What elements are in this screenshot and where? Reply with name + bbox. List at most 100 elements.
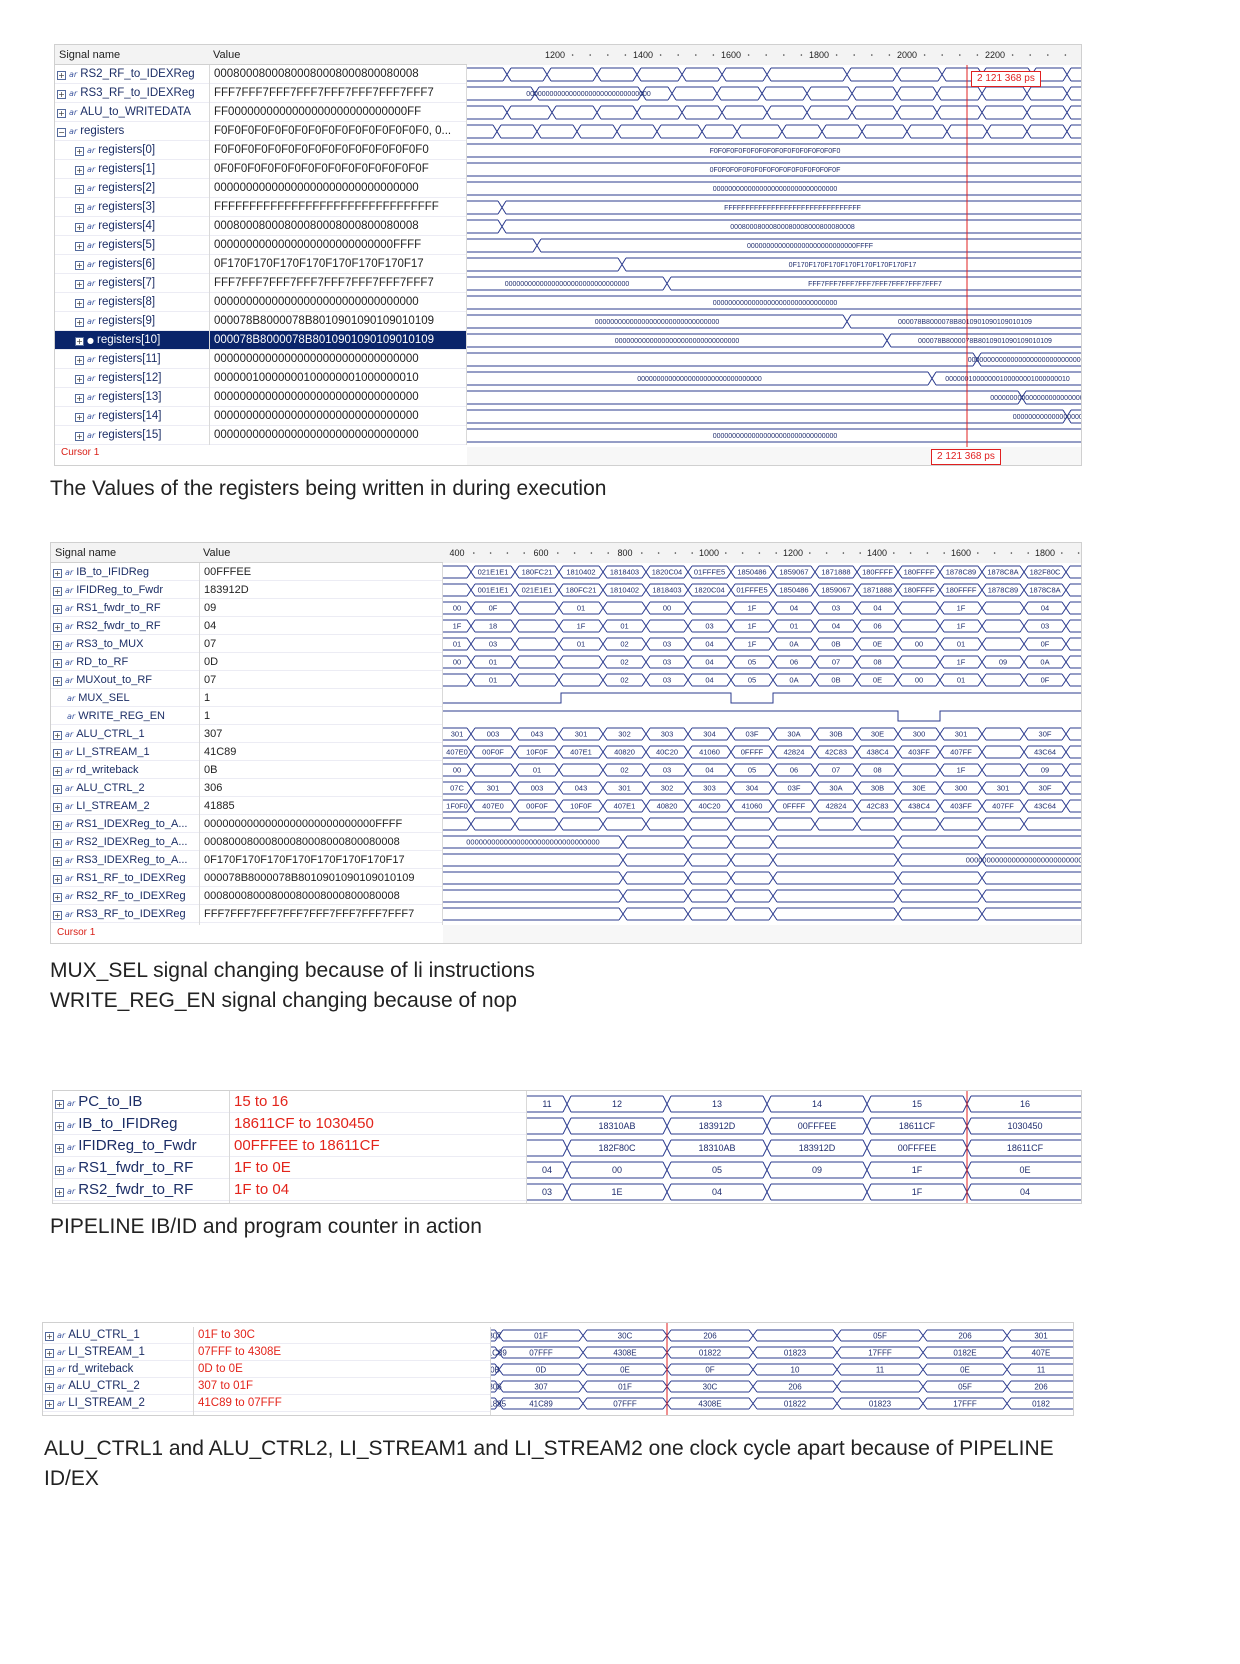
signal-row-li-stream-2[interactable]: + ar LI_STREAM_2: [43, 1395, 193, 1412]
signal-row-muxout-to-rf[interactable]: + ar MUXout_to_RF: [51, 671, 199, 689]
expand-icon[interactable]: +: [53, 911, 62, 920]
waveform-area[interactable]: 307 01F 30C 206 05F 206 301 41C89 07FFF 4308E 0182…: [491, 1323, 1074, 1416]
expand-icon[interactable]: +: [45, 1366, 54, 1375]
expand-icon[interactable]: +: [55, 1166, 64, 1175]
signal-row-registers-10[interactable]: + ● registers[10]: [55, 331, 209, 350]
expand-icon[interactable]: +: [75, 147, 84, 156]
expand-icon[interactable]: +: [55, 1122, 64, 1131]
signal-row-pc-to-ib[interactable]: + ar PC_to_IB: [53, 1091, 229, 1113]
expand-icon[interactable]: +: [75, 337, 84, 346]
waveform-area[interactable]: 400 600 800 1000 1200 1400 1600 1800 021E1E1 180F…: [443, 543, 1082, 944]
signal-row-li-stream-1[interactable]: + ar LI_STREAM_1: [51, 743, 199, 761]
expand-icon[interactable]: +: [75, 261, 84, 270]
expand-icon[interactable]: +: [75, 394, 84, 403]
expand-icon[interactable]: +: [53, 767, 62, 776]
expand-icon[interactable]: +: [75, 413, 84, 422]
signal-row-registers-9[interactable]: + ar registers[9]: [55, 312, 209, 331]
signal-row-rs1-fwdr-to-rf[interactable]: + ar RS1_fwdr_to_RF: [51, 599, 199, 617]
cursor-time-top[interactable]: 2 121 368 ps: [971, 71, 1041, 87]
signal-row-alu-ctrl-1[interactable]: + ar ALU_CTRL_1: [51, 725, 199, 743]
signal-row-rs2-fwdr-to-rf[interactable]: + ar RS2_fwdr_to_RF: [51, 617, 199, 635]
expand-icon[interactable]: +: [75, 356, 84, 365]
expand-icon[interactable]: +: [53, 641, 62, 650]
expand-icon[interactable]: +: [53, 749, 62, 758]
signal-row-registers-3[interactable]: + ar registers[3]: [55, 198, 209, 217]
signal-row-registers-7[interactable]: + ar registers[7]: [55, 274, 209, 293]
expand-icon[interactable]: +: [45, 1383, 54, 1392]
signal-row-registers[interactable]: − ar registers: [55, 122, 209, 141]
signal-row-rd-to-rf[interactable]: + ar RD_to_RF: [51, 653, 199, 671]
signal-row-rs1-idexreg-to-a[interactable]: + ar RS1_IDEXReg_to_A...: [51, 815, 199, 833]
signal-row-ifidreg-to-fwdr[interactable]: + ar IFIDReg_to_Fwdr: [51, 581, 199, 599]
expand-icon[interactable]: +: [53, 821, 62, 830]
expand-icon[interactable]: +: [53, 623, 62, 632]
expand-icon[interactable]: +: [57, 71, 66, 80]
signal-row-rd-writeback[interactable]: + ar rd_writeback: [51, 761, 199, 779]
signal-row-registers-14[interactable]: + ar registers[14]: [55, 407, 209, 426]
signal-row-registers-1[interactable]: + ar registers[1]: [55, 160, 209, 179]
expand-icon[interactable]: +: [75, 242, 84, 251]
signal-row-alu-ctrl-2[interactable]: + ar ALU_CTRL_2: [43, 1378, 193, 1395]
signal-row-registers-13[interactable]: + ar registers[13]: [55, 388, 209, 407]
collapse-icon[interactable]: −: [57, 128, 66, 137]
signal-row-ifidreg-to-fwdr[interactable]: + ar IFIDReg_to_Fwdr: [53, 1135, 229, 1157]
signal-row-registers-5[interactable]: + ar registers[5]: [55, 236, 209, 255]
expand-icon[interactable]: +: [55, 1100, 64, 1109]
signal-row-ib-to-ifidreg[interactable]: + ar IB_to_IFIDReg: [53, 1113, 229, 1135]
signal-row-rs2-idexreg-to-a[interactable]: + ar RS2_IDEXReg_to_A...: [51, 833, 199, 851]
expand-icon[interactable]: +: [57, 109, 66, 118]
signal-row-rs1-rf-to-idexreg[interactable]: + ar RS1_RF_to_IDEXReg: [51, 869, 199, 887]
signal-row-alu-ctrl-1[interactable]: + ar ALU_CTRL_1: [43, 1327, 193, 1344]
signal-row-rs3-rf-to-idexreg[interactable]: + ar RS3_RF_to_IDEXReg: [51, 905, 199, 923]
signal-row-alu-to-writedata[interactable]: + ar ALU_to_WRITEDATA: [55, 103, 209, 122]
expand-icon[interactable]: +: [53, 587, 62, 596]
signal-row-registers-12[interactable]: + ar registers[12]: [55, 369, 209, 388]
signal-row-registers-11[interactable]: + ar registers[11]: [55, 350, 209, 369]
signal-row-mux-sel[interactable]: ar MUX_SEL: [51, 689, 199, 707]
signal-row-rs2-fwdr-to-rf[interactable]: + ar RS2_fwdr_to_RF: [53, 1179, 229, 1201]
signal-row-li-stream-1[interactable]: + ar LI_STREAM_1: [43, 1344, 193, 1361]
signal-row-alu-ctrl-2[interactable]: + ar ALU_CTRL_2: [51, 779, 199, 797]
expand-icon[interactable]: +: [53, 785, 62, 794]
expand-icon[interactable]: +: [75, 166, 84, 175]
signal-row-li-stream-2[interactable]: + ar LI_STREAM_2: [51, 797, 199, 815]
signal-row-registers-0[interactable]: + ar registers[0]: [55, 141, 209, 160]
expand-icon[interactable]: +: [75, 223, 84, 232]
signal-row-rs2-rf-to-idexreg[interactable]: + ar RS2_RF_to_IDEXReg: [55, 65, 209, 84]
waveform-canvas[interactable]: 1200 1400 1600 1800 2000 2200 0000000000000000…: [467, 45, 1082, 466]
expand-icon[interactable]: +: [57, 90, 66, 99]
expand-icon[interactable]: +: [53, 605, 62, 614]
signal-row-write-reg-en[interactable]: ar WRITE_REG_EN: [51, 707, 199, 725]
expand-icon[interactable]: +: [53, 875, 62, 884]
expand-icon[interactable]: +: [45, 1332, 54, 1341]
expand-icon[interactable]: +: [45, 1400, 54, 1409]
signal-row-rd-writeback[interactable]: + ar rd_writeback: [43, 1361, 193, 1378]
signal-row-rs3-rf-to-idexreg[interactable]: + ar RS3_RF_to_IDEXReg: [55, 84, 209, 103]
expand-icon[interactable]: +: [75, 318, 84, 327]
expand-icon[interactable]: +: [53, 839, 62, 848]
expand-icon[interactable]: +: [75, 375, 84, 384]
signal-row-rs1-fwdr-to-rf[interactable]: + ar RS1_fwdr_to_RF: [53, 1157, 229, 1179]
expand-icon[interactable]: +: [53, 893, 62, 902]
expand-icon[interactable]: +: [75, 204, 84, 213]
expand-icon[interactable]: +: [75, 432, 84, 441]
expand-icon[interactable]: +: [55, 1188, 64, 1197]
signal-row-rs2-rf-to-idexreg[interactable]: + ar RS2_RF_to_IDEXReg: [51, 887, 199, 905]
expand-icon[interactable]: +: [53, 677, 62, 686]
signal-row-registers-15[interactable]: + ar registers[15]: [55, 426, 209, 445]
expand-icon[interactable]: +: [45, 1349, 54, 1358]
waveform-canvas[interactable]: 11 12 13 14 15 16 18310AB 183912D 00FFFEE 18611CF…: [527, 1091, 1082, 1204]
signal-row-registers-6[interactable]: + ar registers[6]: [55, 255, 209, 274]
expand-icon[interactable]: +: [55, 1144, 64, 1153]
signal-row-rs3-to-mux[interactable]: + ar RS3_to_MUX: [51, 635, 199, 653]
expand-icon[interactable]: +: [53, 659, 62, 668]
signal-row-rs3-idexreg-to-a[interactable]: + ar RS3_IDEXReg_to_A...: [51, 851, 199, 869]
waveform-area[interactable]: 1200 1400 1600 1800 2000 2200 0000000000000000…: [467, 45, 1082, 466]
expand-icon[interactable]: +: [53, 731, 62, 740]
expand-icon[interactable]: +: [75, 299, 84, 308]
waveform-canvas[interactable]: 307 01F 30C 206 05F 206 301 41C89 07FFF 4308E 0182…: [491, 1323, 1074, 1416]
expand-icon[interactable]: +: [75, 280, 84, 289]
expand-icon[interactable]: +: [53, 857, 62, 866]
signal-row-ib-to-ifidreg[interactable]: + ar IB_to_IFIDReg: [51, 563, 199, 581]
